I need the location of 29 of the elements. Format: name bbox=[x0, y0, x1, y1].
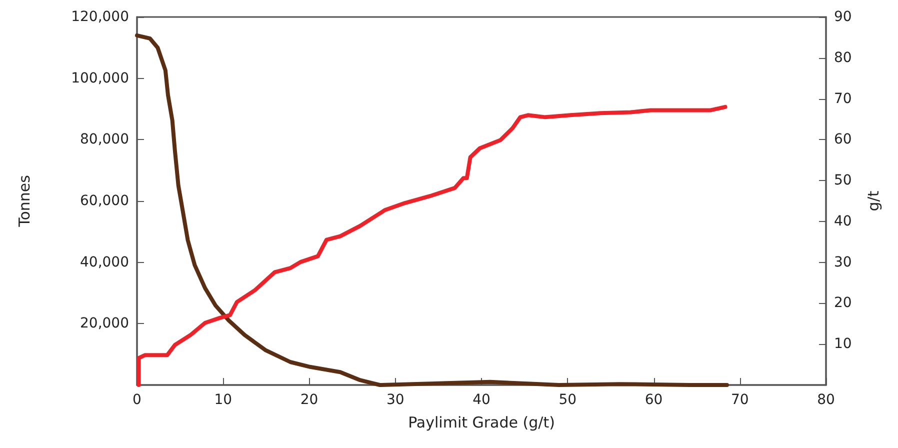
x-tick-label: 50 bbox=[558, 392, 577, 408]
line-series bbox=[136, 104, 728, 387]
x-tick-label: 60 bbox=[644, 392, 663, 408]
y2-tick-label: 20 bbox=[834, 295, 852, 312]
y-tick-label: 100,000 bbox=[71, 70, 129, 86]
x-tick-label: 40 bbox=[472, 392, 490, 408]
line-series bbox=[135, 33, 729, 387]
x-tick-label: 70 bbox=[730, 392, 749, 408]
y-tick-label: 60,000 bbox=[80, 193, 129, 209]
y-tick-label: 80,000 bbox=[80, 132, 129, 148]
y2-tick-label: 70 bbox=[834, 90, 852, 107]
x-tick-label: 10 bbox=[214, 392, 232, 408]
y-axis-title: Tonnes bbox=[16, 174, 34, 228]
x-tick-label: 20 bbox=[300, 392, 318, 408]
y-tick-label: 20,000 bbox=[80, 316, 129, 332]
x-axis-title: Paylimit Grade (g/t) bbox=[408, 414, 555, 432]
x-tick-label: 80 bbox=[817, 392, 835, 408]
y2-tick-label: 80 bbox=[834, 50, 852, 66]
x-tick-label: 30 bbox=[386, 392, 404, 408]
x-tick-label: 0 bbox=[132, 392, 142, 408]
y2-tick-label: 50 bbox=[834, 172, 852, 189]
y-tick-label: 40,000 bbox=[80, 254, 129, 270]
y2-tick-label: 40 bbox=[834, 213, 852, 230]
y2-tick-label: 30 bbox=[834, 254, 852, 270]
y2-tick-label: 90 bbox=[834, 9, 852, 25]
y2-tick-label: 10 bbox=[834, 336, 852, 352]
y-tick-label: 120,000 bbox=[71, 9, 129, 25]
y2-axis-title: g/t bbox=[864, 190, 882, 212]
y2-tick-label: 60 bbox=[834, 132, 852, 148]
